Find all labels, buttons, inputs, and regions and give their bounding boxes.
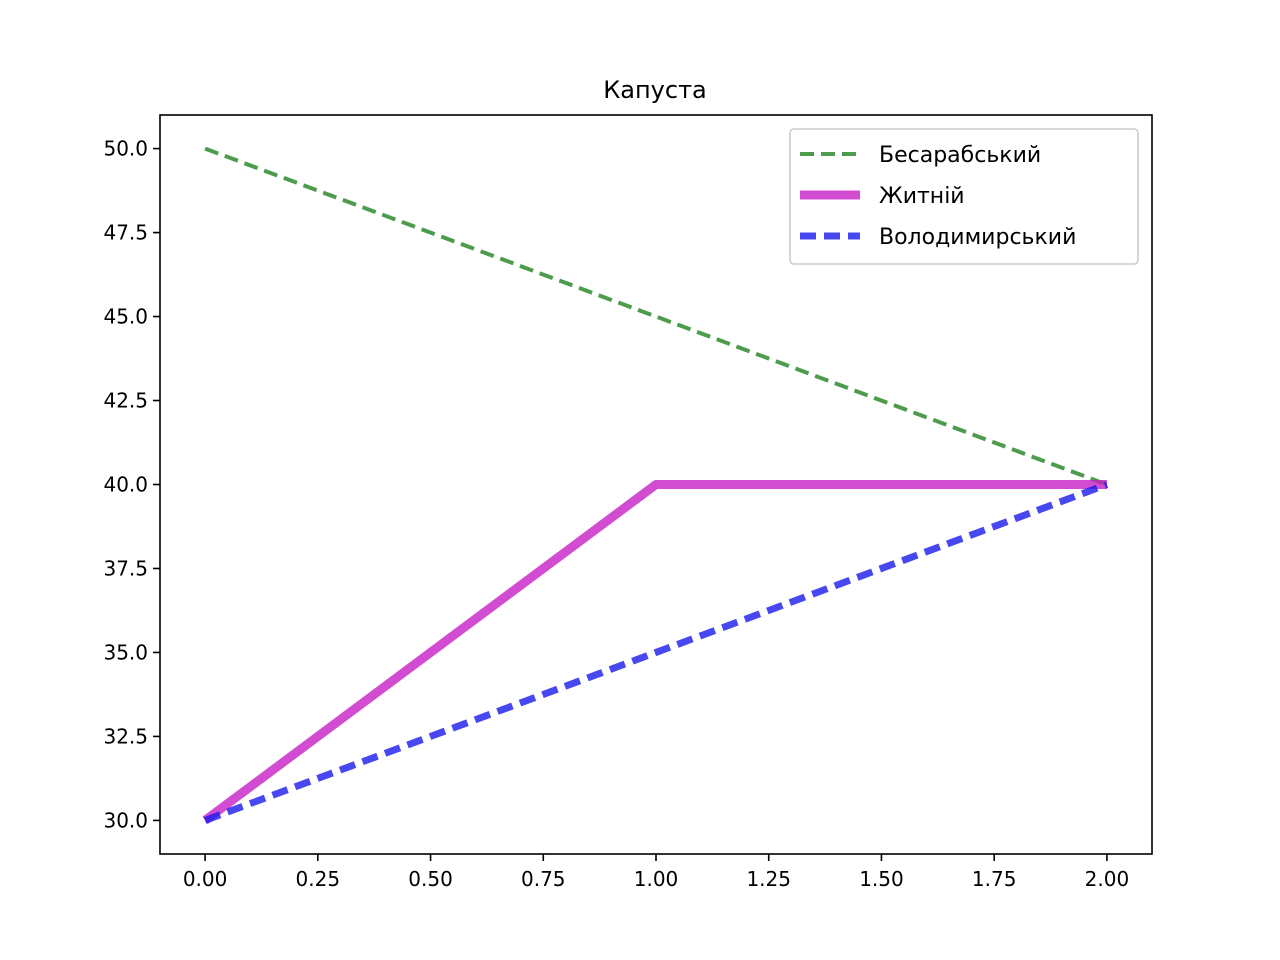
plot-content: [202, 146, 1109, 825]
legend-label-3: Володимирський: [879, 225, 1076, 250]
y-tick-label: 50.0: [103, 137, 148, 161]
series-line-3: [203, 481, 1109, 824]
y-axis: 30.0 32.5 35.0 37.5 40.0 42.5 45.0 47.5 50.0: [103, 137, 160, 832]
y-tick-label: 45.0: [103, 305, 148, 329]
legend-label-2: Житній: [879, 184, 965, 209]
series-line-1: [204, 146, 1108, 487]
x-tick-label: 1.50: [859, 867, 904, 891]
legend: Бесарабський Житній Володимирський: [789, 128, 1139, 265]
y-tick-label: 47.5: [103, 221, 148, 245]
x-tick-label: 0.25: [296, 867, 341, 891]
legend-label-1: Бесарабський: [879, 143, 1041, 168]
series-line-2: [202, 480, 1107, 825]
y-tick-label: 32.5: [103, 724, 148, 748]
x-axis: 0.00 0.25 0.50 0.75 1.00 1.25 1.50 1.75 2.00: [183, 854, 1129, 891]
y-tick-label: 35.0: [103, 640, 148, 664]
y-tick-label: 30.0: [103, 808, 148, 832]
x-tick-label: 1.25: [746, 867, 791, 891]
y-tick-label: 37.5: [103, 556, 148, 580]
x-tick-label: 2.00: [1085, 867, 1130, 891]
chart-title: Капуста: [603, 76, 707, 104]
x-tick-label: 0.50: [408, 867, 453, 891]
x-tick-label: 1.00: [634, 867, 679, 891]
x-tick-label: 1.75: [972, 867, 1017, 891]
x-tick-label: 0.00: [183, 867, 228, 891]
y-tick-label: 40.0: [103, 473, 148, 497]
x-tick-label: 0.75: [521, 867, 566, 891]
legend-box: [789, 128, 1139, 265]
y-tick-label: 42.5: [103, 389, 148, 413]
